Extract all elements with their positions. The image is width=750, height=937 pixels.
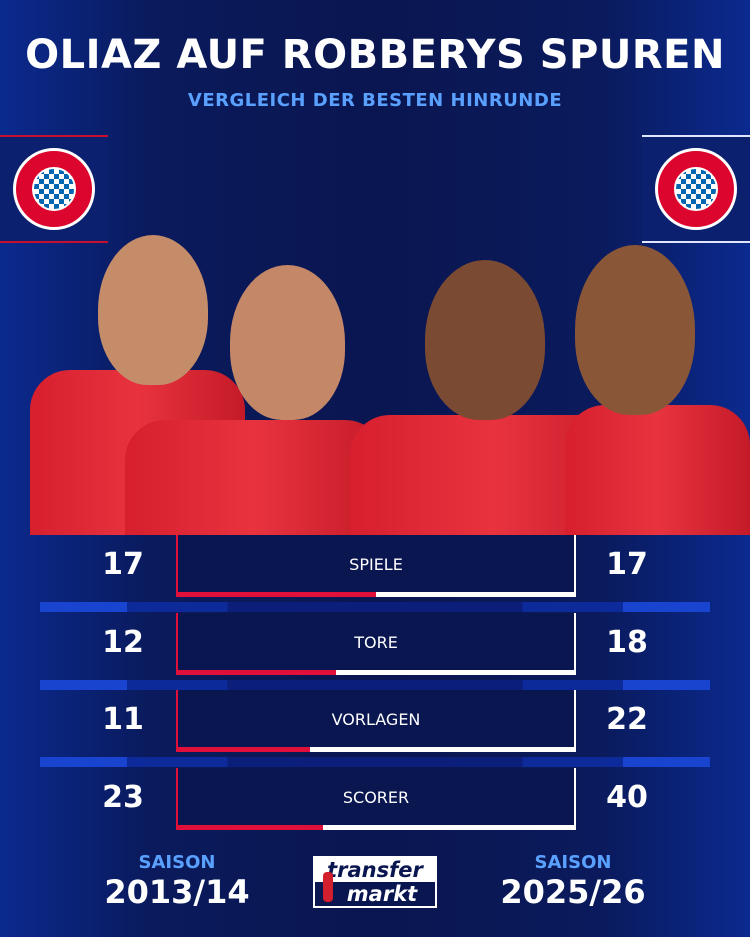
left-value: 23 bbox=[102, 780, 144, 815]
page-subtitle: VERGLEICH DER BESTEN HINRUNDE bbox=[187, 90, 563, 111]
left-value: 17 bbox=[102, 547, 144, 582]
divider bbox=[40, 680, 710, 690]
season-value: 2013/14 bbox=[104, 873, 250, 911]
stat-label: TORE bbox=[354, 633, 398, 652]
brand-top: transfer bbox=[327, 858, 423, 882]
right-value: 18 bbox=[606, 625, 648, 660]
left-value: 11 bbox=[102, 702, 144, 737]
season-value: 2025/26 bbox=[500, 873, 646, 911]
left-share-fill bbox=[178, 825, 323, 830]
left-club-logo bbox=[0, 135, 108, 243]
brand-bottom: markt bbox=[315, 882, 435, 906]
comparison-bar bbox=[178, 825, 574, 830]
left-share-fill bbox=[178, 670, 337, 675]
fc-bayern-crest-icon bbox=[13, 148, 95, 230]
right-value: 40 bbox=[606, 780, 648, 815]
stat-row: 12 TORE 18 bbox=[0, 613, 750, 679]
player-photos bbox=[25, 230, 750, 535]
player-photo-2 bbox=[125, 265, 385, 535]
divider bbox=[40, 602, 710, 612]
stat-row: 17 SPIELE 17 bbox=[0, 535, 750, 601]
right-club-logo bbox=[642, 135, 750, 243]
comparison-bar bbox=[178, 670, 574, 675]
stat-row: 23 SCORER 40 bbox=[0, 768, 750, 834]
transfermarkt-logo: transfer markt bbox=[313, 856, 437, 908]
season-label: SAISON bbox=[138, 852, 216, 873]
player-figure-icon bbox=[323, 872, 333, 902]
right-value: 22 bbox=[606, 702, 648, 737]
left-season: SAISON 2013/14 bbox=[77, 852, 277, 911]
stat-row: 11 VORLAGEN 22 bbox=[0, 690, 750, 756]
right-value: 17 bbox=[606, 547, 648, 582]
stat-label: SPIELE bbox=[349, 555, 403, 574]
divider bbox=[40, 757, 710, 767]
right-season: SAISON 2025/26 bbox=[473, 852, 673, 911]
player-photo-4 bbox=[545, 245, 750, 535]
left-share-fill bbox=[178, 747, 310, 752]
comparison-bar bbox=[178, 747, 574, 752]
comparison-bar bbox=[178, 592, 574, 597]
fc-bayern-crest-icon bbox=[655, 148, 737, 230]
stat-label: VORLAGEN bbox=[331, 710, 421, 729]
left-value: 12 bbox=[102, 625, 144, 660]
stat-label: SCORER bbox=[342, 788, 410, 807]
season-label: SAISON bbox=[534, 852, 612, 873]
page-title: OLIAZ AUF ROBBERYS SPUREN bbox=[25, 32, 725, 78]
left-share-fill bbox=[178, 592, 376, 597]
